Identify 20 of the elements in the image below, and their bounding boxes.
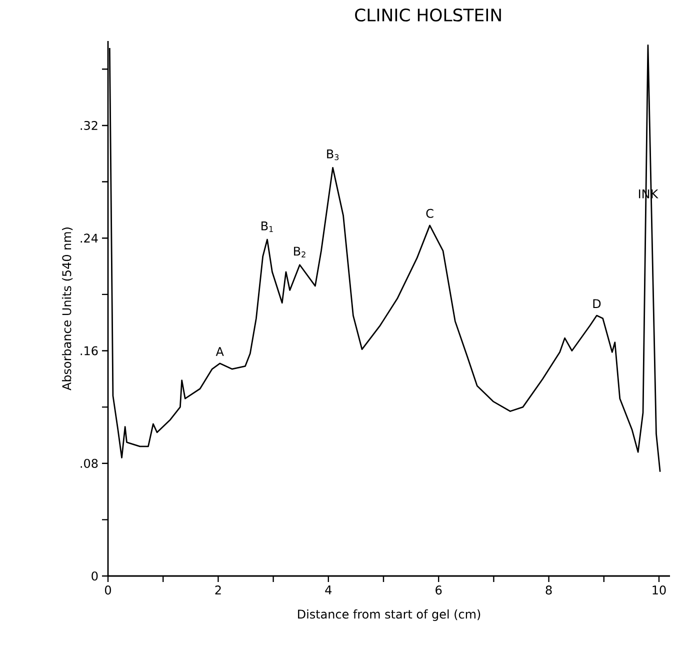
y-tick-label: 0 bbox=[92, 571, 98, 581]
annotation: B$_{1}$ bbox=[262, 221, 273, 232]
x-axis-title: Distance from start of gel (cm) bbox=[298, 609, 480, 621]
y-axis-title: Absorbance Units (540 nm) bbox=[62, 228, 73, 390]
chart-title: CLINIC HOLSTEIN bbox=[355, 8, 501, 22]
annotation: D bbox=[593, 299, 601, 308]
x-tick-label: 6 bbox=[436, 586, 442, 595]
x-tick-label: 2 bbox=[215, 586, 221, 594]
annotation: B$_{2}$ bbox=[294, 246, 306, 258]
x-tick-label: 4 bbox=[325, 586, 332, 594]
y-tick-label: .08 bbox=[80, 458, 98, 468]
x-tick-label: 8 bbox=[546, 586, 552, 595]
x-tick-label: 10 bbox=[652, 586, 666, 595]
annotation: B$_{3}$ bbox=[327, 150, 339, 160]
y-tick-label: .16 bbox=[80, 346, 98, 356]
x-tick-label: 0 bbox=[104, 586, 112, 595]
y-tick-label: .32 bbox=[80, 120, 98, 130]
annotation: A bbox=[216, 347, 224, 356]
y-tick-label: .24 bbox=[80, 234, 98, 243]
annotation: C bbox=[426, 208, 434, 218]
